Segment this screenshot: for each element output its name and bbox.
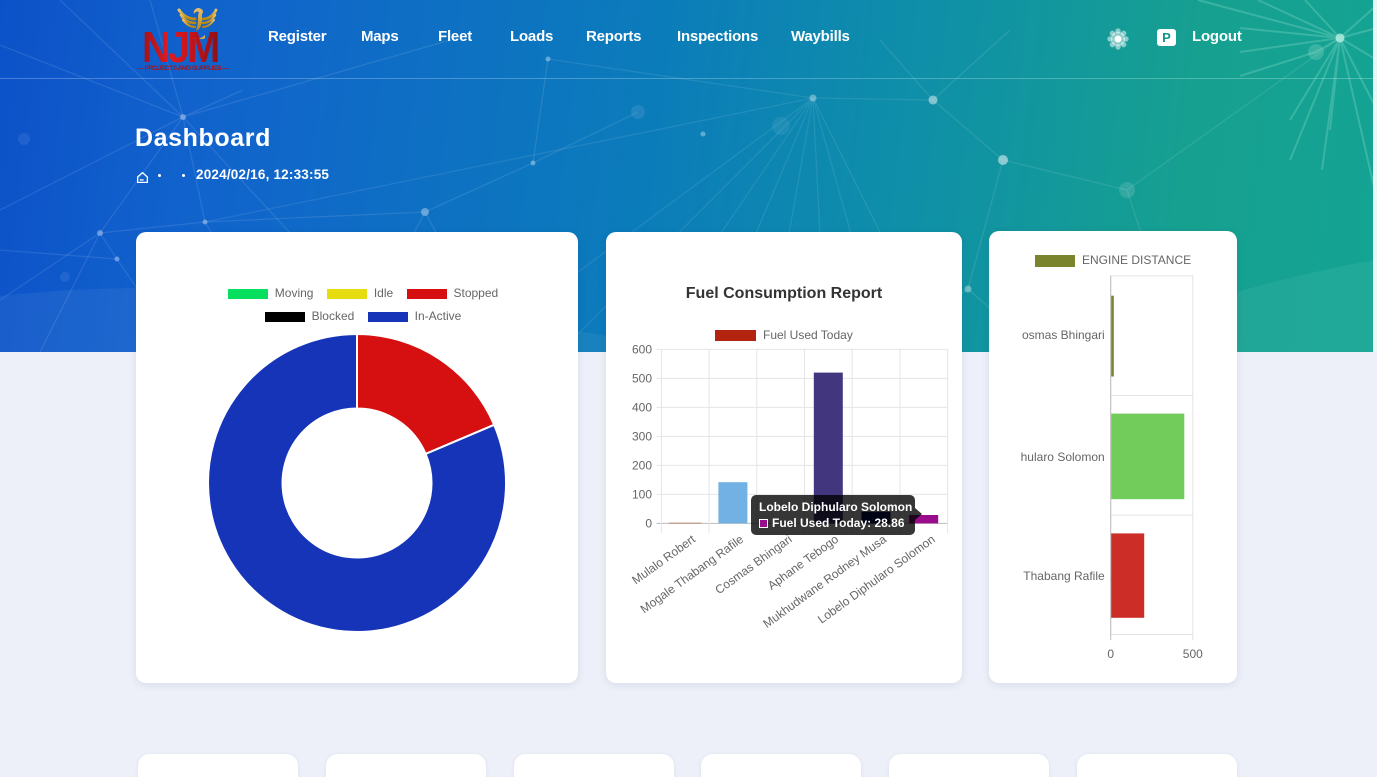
svg-text:600: 600 <box>632 342 652 356</box>
svg-text:100: 100 <box>632 487 652 501</box>
svg-text:200: 200 <box>632 458 652 472</box>
svg-text:0: 0 <box>1107 647 1114 661</box>
svg-text:osmas Bhingari: osmas Bhingari <box>1022 328 1105 342</box>
svg-text:500: 500 <box>1183 647 1203 661</box>
svg-text:400: 400 <box>632 400 652 414</box>
svg-text:500: 500 <box>632 371 652 385</box>
svg-text:— PROJECTS AND SUPPLIES —: — PROJECTS AND SUPPLIES — <box>137 65 229 72</box>
svg-text:300: 300 <box>632 429 652 443</box>
svg-text:hularo Solomon: hularo Solomon <box>1021 450 1105 464</box>
svg-text:Thabang Rafile: Thabang Rafile <box>1023 569 1105 583</box>
svg-text:NJM: NJM <box>142 22 218 71</box>
svg-text:0: 0 <box>645 516 652 530</box>
